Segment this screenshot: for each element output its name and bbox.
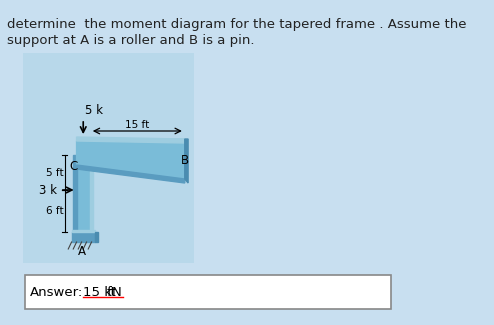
Text: 3 k: 3 k	[39, 184, 57, 197]
Text: determine  the moment diagram for the tapered frame . Assume the: determine the moment diagram for the tap…	[6, 18, 466, 31]
Polygon shape	[77, 155, 90, 232]
Bar	[23, 53, 194, 263]
Polygon shape	[77, 141, 185, 179]
Text: 5 ft: 5 ft	[45, 167, 63, 177]
Bar	[25, 275, 391, 309]
Polygon shape	[73, 155, 77, 232]
Text: 6 ft: 6 ft	[45, 206, 63, 216]
Polygon shape	[72, 232, 95, 242]
Text: 15 kN: 15 kN	[83, 285, 122, 298]
Text: A: A	[78, 245, 85, 258]
Polygon shape	[72, 230, 95, 232]
Text: B: B	[181, 154, 189, 167]
Text: Answer:: Answer:	[30, 285, 83, 298]
Text: 5 k: 5 k	[85, 104, 103, 117]
Polygon shape	[90, 155, 93, 232]
Text: support at A is a roller and B is a pin.: support at A is a roller and B is a pin.	[6, 34, 254, 47]
Text: 15 ft: 15 ft	[125, 120, 150, 130]
Text: ft: ft	[107, 285, 116, 298]
Polygon shape	[77, 165, 185, 183]
Polygon shape	[185, 139, 188, 183]
Text: C: C	[69, 160, 78, 173]
Polygon shape	[95, 232, 98, 242]
Polygon shape	[77, 137, 185, 143]
Polygon shape	[77, 139, 185, 141]
